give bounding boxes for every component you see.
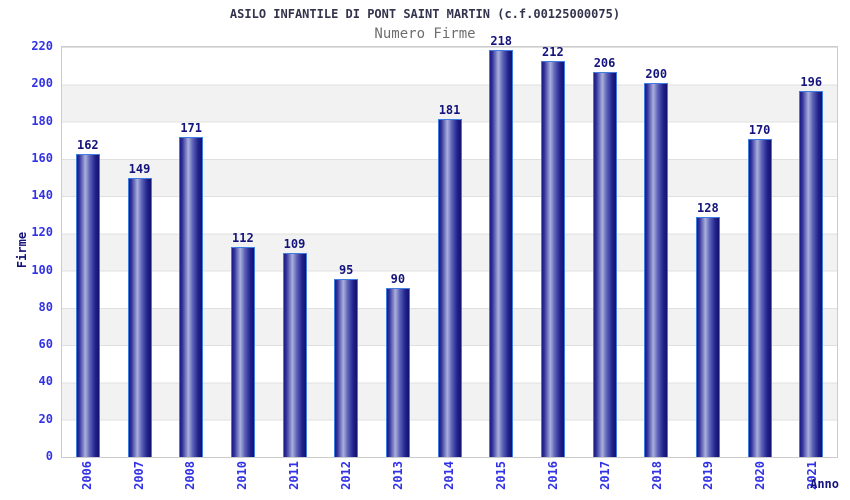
bar-group: 171	[165, 47, 217, 457]
x-tick-label: 2007	[131, 461, 146, 490]
y-tick-label: 160	[31, 150, 53, 165]
x-tick-cell: 2012	[320, 461, 372, 500]
bar-group: 200	[630, 47, 682, 457]
x-tick-label: 2016	[546, 461, 561, 490]
y-tick-label: 100	[31, 262, 53, 277]
bar-value-label: 196	[800, 74, 823, 89]
bar-value-label: 112	[232, 231, 254, 246]
chart-subtitle: Numero Firme	[374, 26, 476, 42]
x-tick-cell: 2020	[734, 461, 786, 500]
bar-value-label: 171	[180, 121, 203, 136]
chart-title: ASILO INFANTILE DI PONT SAINT MARTIN (c.…	[229, 7, 621, 21]
x-tick-cell: 2017	[579, 461, 631, 500]
x-tick-cell: 2019	[683, 461, 735, 500]
bar-group: 181	[424, 47, 476, 457]
bar: 171	[179, 121, 204, 457]
x-tick-cell: 2006	[61, 461, 113, 500]
bar-value-label: 90	[390, 272, 406, 287]
bar-value-label: 218	[490, 33, 513, 48]
x-tick-label: 2014	[442, 461, 457, 490]
y-tick-label: 140	[31, 188, 53, 203]
x-tick-label: 2010	[235, 461, 250, 490]
bar-group: 170	[734, 47, 786, 457]
bar-value-label: 212	[542, 44, 564, 59]
bar-value-label: 162	[76, 138, 99, 153]
bar-value-label: 95	[338, 262, 354, 277]
bar-value-label: 128	[697, 201, 719, 216]
bar: 162	[75, 138, 100, 457]
plot-area: 162 149 171 112 109 95 90 181 218 212 206 200 128 170…	[61, 34, 838, 458]
x-tick-label: 2006	[79, 461, 94, 490]
bar-value-label: 109	[283, 236, 306, 251]
bar-group: 206	[579, 47, 631, 457]
y-tick-label: 0	[45, 449, 53, 463]
bar: 212	[540, 45, 565, 457]
x-tick-label: 2017	[597, 461, 612, 490]
x-tick-cell: 2016	[527, 461, 579, 500]
x-tick-cell: 2018	[631, 461, 683, 500]
bar: 218	[489, 34, 514, 457]
y-tick-label: 120	[31, 225, 53, 240]
x-tick-cell: 2010	[216, 461, 268, 500]
y-tick-label: 200	[31, 76, 53, 91]
x-tick-cell: 2008	[165, 461, 217, 500]
y-tick-label: 60	[38, 337, 53, 352]
bar-value-label: 206	[593, 56, 616, 71]
bar-value-label: 170	[748, 123, 771, 138]
bar-value-label: 149	[128, 162, 151, 177]
y-tick-label: 20	[38, 411, 53, 426]
bar-group: 90	[372, 47, 424, 457]
bar: 200	[644, 67, 669, 457]
bar-group: 149	[114, 47, 166, 457]
y-tick-label: 220	[31, 39, 53, 53]
y-tick-label: 80	[38, 299, 53, 314]
x-axis-title: Anno	[810, 477, 839, 491]
bar: 196	[799, 75, 824, 457]
bar-group: 218	[475, 34, 527, 457]
bar: 90	[385, 272, 410, 457]
bar-group: 95	[320, 47, 372, 457]
bar-value-label: 181	[438, 102, 461, 117]
bar-group: 212	[527, 45, 579, 457]
bar-group: 196	[785, 47, 837, 457]
bar-value-label: 200	[645, 67, 668, 82]
x-tick-label: 2013	[390, 461, 405, 490]
x-axis-labels: 2006 2007 2008 2010 2011 2012 2013 2014 2015 2016…	[61, 461, 838, 500]
bar: 170	[747, 123, 772, 457]
bar: 128	[695, 201, 720, 457]
bar: 95	[334, 263, 359, 457]
x-tick-cell: 2015	[475, 461, 527, 500]
bar: 181	[437, 103, 462, 457]
bar: 206	[592, 56, 617, 457]
x-tick-cell: 2013	[372, 461, 424, 500]
bar: 112	[230, 231, 255, 457]
x-tick-label: 2011	[287, 461, 302, 490]
x-tick-label: 2015	[494, 461, 509, 490]
x-tick-label: 2018	[649, 461, 664, 490]
y-tick-label: 180	[31, 113, 53, 128]
bar-group: 109	[269, 47, 321, 457]
bar: 149	[127, 162, 152, 457]
x-tick-label: 2020	[753, 461, 768, 490]
x-tick-cell: 2014	[424, 461, 476, 500]
x-tick-label: 2008	[183, 461, 198, 490]
bar-group: 162	[62, 47, 114, 457]
bar: 109	[282, 237, 307, 457]
x-tick-label: 2019	[701, 461, 716, 490]
x-tick-label: 2012	[338, 461, 353, 490]
bar-group: 112	[217, 47, 269, 457]
y-axis-ticks: 220 200 180 160 140 120 100 80 60 40 20 0	[0, 39, 53, 463]
x-tick-cell: 2007	[113, 461, 165, 500]
x-tick-cell: 2011	[268, 461, 320, 500]
bars: 162 149 171 112 109 95 90 181 218 212 206 200 128 170…	[62, 34, 837, 457]
y-tick-label: 40	[38, 374, 53, 389]
bar-group: 128	[682, 47, 734, 457]
